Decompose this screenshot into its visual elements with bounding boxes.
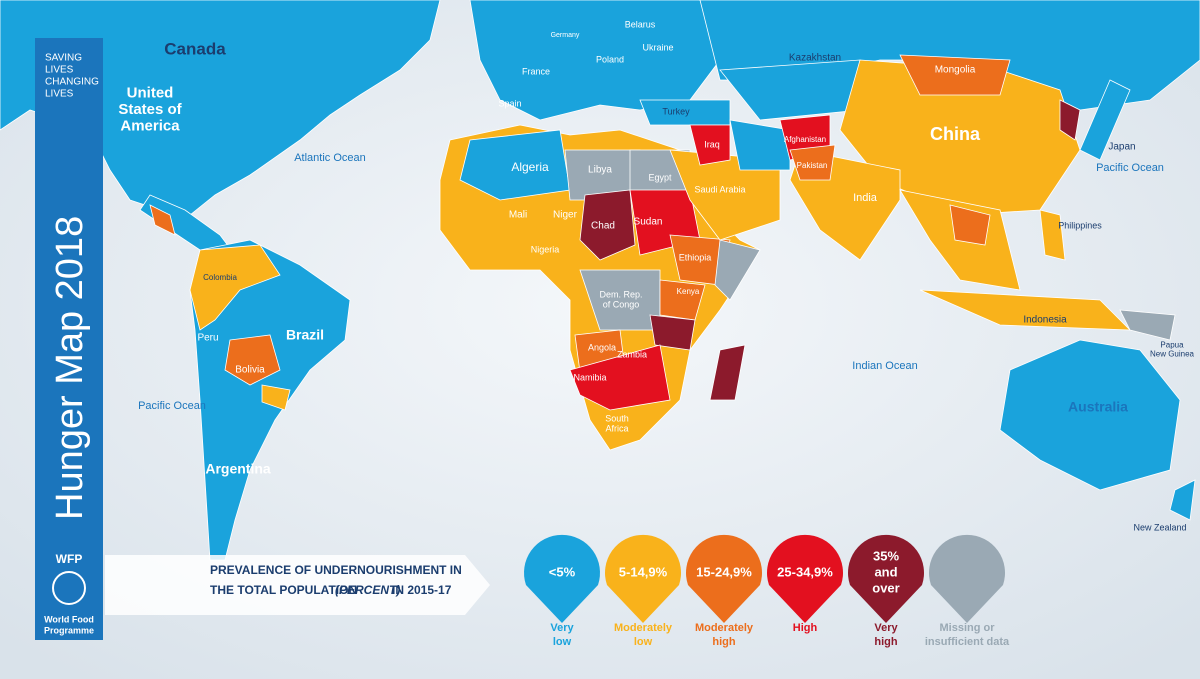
country-label: Afghanistan (784, 135, 826, 144)
legend-range: over (872, 580, 899, 595)
country-label: Nigeria (531, 244, 560, 254)
org-name: Programme (44, 625, 94, 635)
country-label: Ukraine (642, 42, 673, 52)
country-label: Indonesia (1023, 315, 1067, 326)
legend-label: high (712, 636, 735, 648)
country-label: Colombia (203, 273, 237, 282)
country-label: Sudan (634, 217, 663, 228)
country-label: Bolivia (235, 365, 265, 376)
country-label: France (522, 66, 550, 76)
org-name: World Food (44, 614, 94, 624)
legend-label: low (553, 636, 572, 648)
country-label: South (605, 413, 629, 423)
legend: PREVALENCE OF UNDERNOURISHMENT IN THE TOT… (210, 534, 1010, 648)
country-label: Argentina (205, 461, 271, 477)
tagline: LIVES (45, 89, 74, 100)
legend-pin (767, 534, 843, 623)
country-label: Japan (1108, 142, 1135, 153)
logo: WFP (56, 552, 83, 566)
country-label: India (853, 192, 878, 204)
country-label: Kazakhstan (789, 53, 841, 64)
country-label: Belarus (625, 19, 656, 29)
legend-title: IN 2015-17 (392, 583, 452, 597)
legend-label: Very (874, 622, 898, 634)
country-label: Libya (588, 165, 612, 176)
country-label: Mongolia (935, 65, 976, 76)
country-label: Philippines (1058, 220, 1102, 230)
legend-title: THE TOTAL POPULATION (210, 583, 357, 597)
legend-range: <5% (549, 564, 576, 579)
country-label: Pacific Ocean (1096, 162, 1164, 174)
country-label: United (127, 84, 174, 101)
legend-range: 35% (873, 548, 899, 563)
country-label: Pakistan (797, 161, 828, 170)
country-label: Brazil (286, 327, 324, 343)
country-label: New Guinea (1150, 350, 1195, 359)
legend-title: PREVALENCE OF UNDERNOURISHMENT IN (210, 563, 462, 577)
legend-range: 25-34,9% (777, 564, 833, 579)
country-label: Spain (498, 98, 521, 108)
legend-pin (929, 534, 1005, 623)
country-label: Ethiopia (679, 252, 712, 262)
country-label: Africa (605, 423, 628, 433)
country-label: Angola (588, 342, 616, 352)
country-label: Indian Ocean (852, 360, 917, 372)
tagline: LIVES (45, 65, 74, 76)
tagline: SAVING (45, 53, 82, 64)
country-label: China (930, 124, 981, 144)
legend-pin (605, 534, 681, 623)
legend-label: low (634, 636, 653, 648)
legend-label: Moderately (614, 622, 673, 634)
country-label: Poland (596, 54, 624, 64)
legend-pin (848, 534, 924, 623)
map-title: Hunger Map 2018 (49, 216, 91, 520)
country-label: America (120, 117, 180, 134)
legend-label: Missing or (939, 622, 995, 634)
legend-label: Moderately (695, 622, 754, 634)
logo-emblem (52, 571, 86, 605)
country-label: Niger (553, 210, 578, 221)
country-label: Papua (1160, 341, 1184, 350)
country-label: Mali (509, 210, 527, 221)
country-label: Zambia (617, 349, 647, 359)
country-label: Egypt (648, 172, 672, 182)
country-label: Chad (591, 221, 615, 232)
legend-pin (524, 534, 600, 623)
legend-label: high (874, 636, 897, 648)
tagline: CHANGING (45, 77, 99, 88)
country-label: Germany (551, 32, 580, 39)
legend-range: and (874, 564, 897, 579)
country-label: Algeria (511, 160, 549, 174)
land (0, 0, 1200, 561)
sidebar (35, 38, 103, 640)
legend-label: High (793, 622, 818, 634)
country-label: Dem. Rep. (599, 289, 642, 299)
country-label: Canada (164, 39, 226, 58)
country-label: Pacific Ocean (138, 400, 206, 412)
legend-label: insufficient data (925, 636, 1010, 648)
country-label: Iraq (704, 139, 720, 149)
country-label: of Congo (603, 299, 640, 309)
country-label: Namibia (573, 372, 606, 382)
legend-banner (105, 555, 490, 615)
legend-range: 15-24,9% (696, 564, 752, 579)
country-label: Peru (197, 333, 218, 344)
country-label: New Zealand (1133, 522, 1186, 532)
country-label: Atlantic Ocean (294, 152, 366, 164)
legend-title: (PERCENT) (335, 583, 400, 597)
legend-pin (686, 534, 762, 623)
country-label: Kenya (677, 287, 700, 296)
legend-range: 5-14,9% (619, 564, 668, 579)
legend-label: Very (550, 622, 574, 634)
country-label: States of (118, 101, 182, 118)
country-label: Australia (1068, 399, 1128, 415)
country-label: Saudi Arabia (694, 184, 745, 194)
country-label: Turkey (662, 106, 690, 116)
